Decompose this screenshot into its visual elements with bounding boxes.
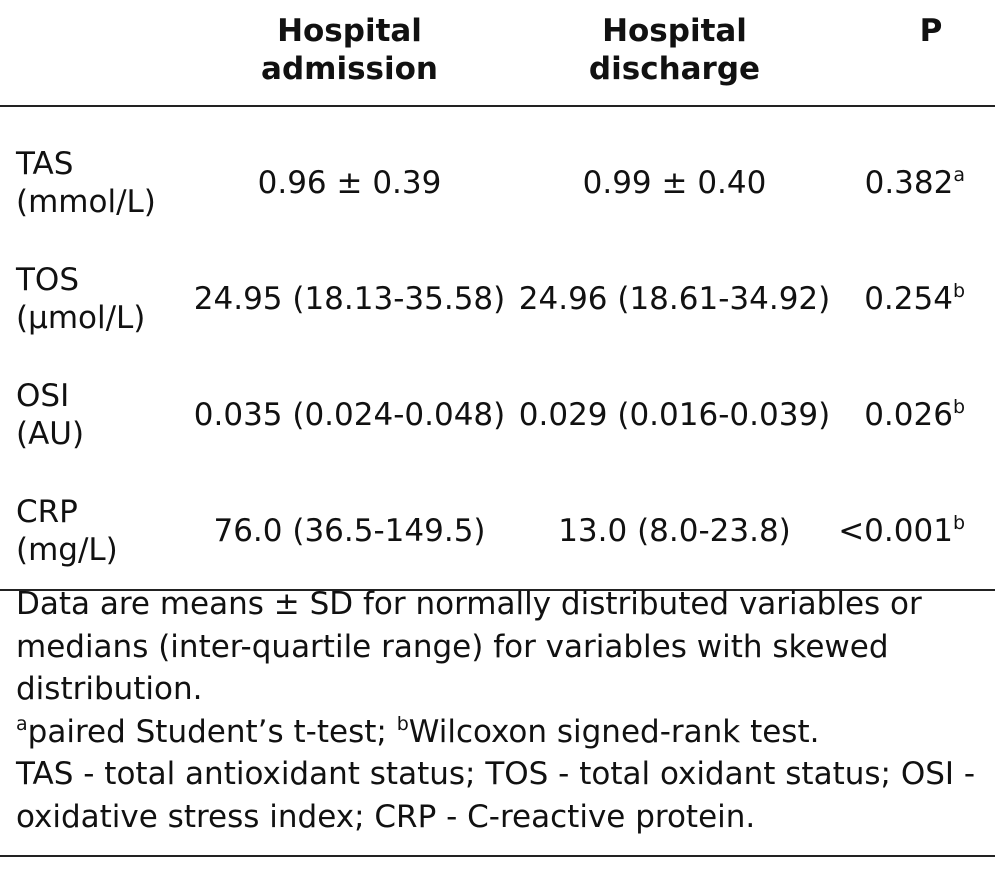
cell-discharge: 0.029 (0.016-0.039) [518, 396, 831, 433]
row-label-unit: (AU) [16, 416, 85, 452]
row-label-name: OSI [16, 377, 70, 414]
row-label-name: TAS [16, 145, 74, 182]
row-label: CRP (mg/L) [0, 473, 188, 591]
footnote-b-text: Wilcoxon signed-rank test. [408, 713, 820, 750]
header-p: P [838, 0, 995, 107]
header-discharge: Hospital discharge [511, 0, 838, 107]
cell-p: 0.026b [838, 357, 995, 473]
row-label-name: CRP [16, 493, 78, 530]
row-label-unit: (μmol/L) [16, 300, 146, 336]
cell-discharge: 13.0 (8.0-23.8) [511, 473, 838, 591]
footnote-a-mark: a [16, 712, 28, 735]
header-discharge-line1: Hospital [602, 13, 747, 49]
p-superscript: b [952, 279, 965, 302]
p-value: <0.001 [838, 512, 953, 549]
header-admission: Hospital admission [188, 0, 511, 107]
cell-admission: 24.95 (18.13-35.58) [193, 280, 506, 317]
p-superscript: b [952, 395, 965, 418]
cell-admission: 0.96 ± 0.39 [257, 164, 442, 201]
table-row-tas: TAS (mmol/L) 0.96 ± 0.39 0.99 ± 0.40 0.3… [0, 106, 995, 241]
table-bottom-rule [0, 855, 995, 857]
p-superscript: b [952, 511, 965, 534]
row-label-unit: (mmol/L) [16, 184, 156, 220]
p-value: 0.026 [864, 396, 953, 433]
cell-discharge: 0.99 ± 0.40 [582, 164, 767, 201]
row-label-unit: (mg/L) [16, 532, 118, 568]
cell-p: <0.001b [838, 473, 995, 591]
row-label: OSI (AU) [0, 357, 188, 473]
table-footnotes: Data are means ± SD for normally distrib… [16, 583, 991, 838]
header-admission-line2: admission [261, 51, 438, 88]
p-superscript: a [953, 163, 965, 186]
footnote-b-mark: b [396, 712, 409, 735]
table-row-tos: TOS (μmol/L) 24.95 (18.13-35.58) 24.96 (… [0, 241, 995, 357]
cell-p: 0.254b [838, 241, 995, 357]
cell-admission: 76.0 (36.5-149.5) [188, 473, 511, 591]
row-label: TOS (μmol/L) [0, 241, 188, 357]
cell-admission: 0.035 (0.024-0.048) [193, 396, 506, 433]
footnote-abbreviations: TAS - total antioxidant status; TOS - to… [16, 756, 976, 835]
cell-discharge: 24.96 (18.61-34.92) [518, 280, 831, 317]
table-header-row: Hospital admission Hospital discharge P [0, 0, 995, 107]
p-value: 0.382 [864, 164, 954, 201]
oxidative-stress-table: Hospital admission Hospital discharge P … [0, 0, 995, 591]
header-admission-line1: Hospital [277, 13, 422, 49]
cell-p: 0.382a [838, 106, 995, 241]
footnote-data-description: Data are means ± SD for normally distrib… [16, 586, 922, 707]
table-row-crp: CRP (mg/L) 76.0 (36.5-149.5) 13.0 (8.0-2… [0, 473, 995, 591]
footnote-tests: apaired Student’s t-test; bWilcoxon sign… [16, 711, 991, 754]
header-stub [0, 0, 188, 107]
footnote-a-text: paired Student’s t-test; [27, 713, 397, 750]
table-row-osi: OSI (AU) 0.035 (0.024-0.048) 0.029 (0.01… [0, 357, 995, 473]
header-discharge-line2: discharge [588, 51, 761, 88]
row-label: TAS (mmol/L) [0, 106, 188, 241]
row-label-name: TOS [16, 261, 80, 298]
p-value: 0.254 [864, 280, 953, 317]
